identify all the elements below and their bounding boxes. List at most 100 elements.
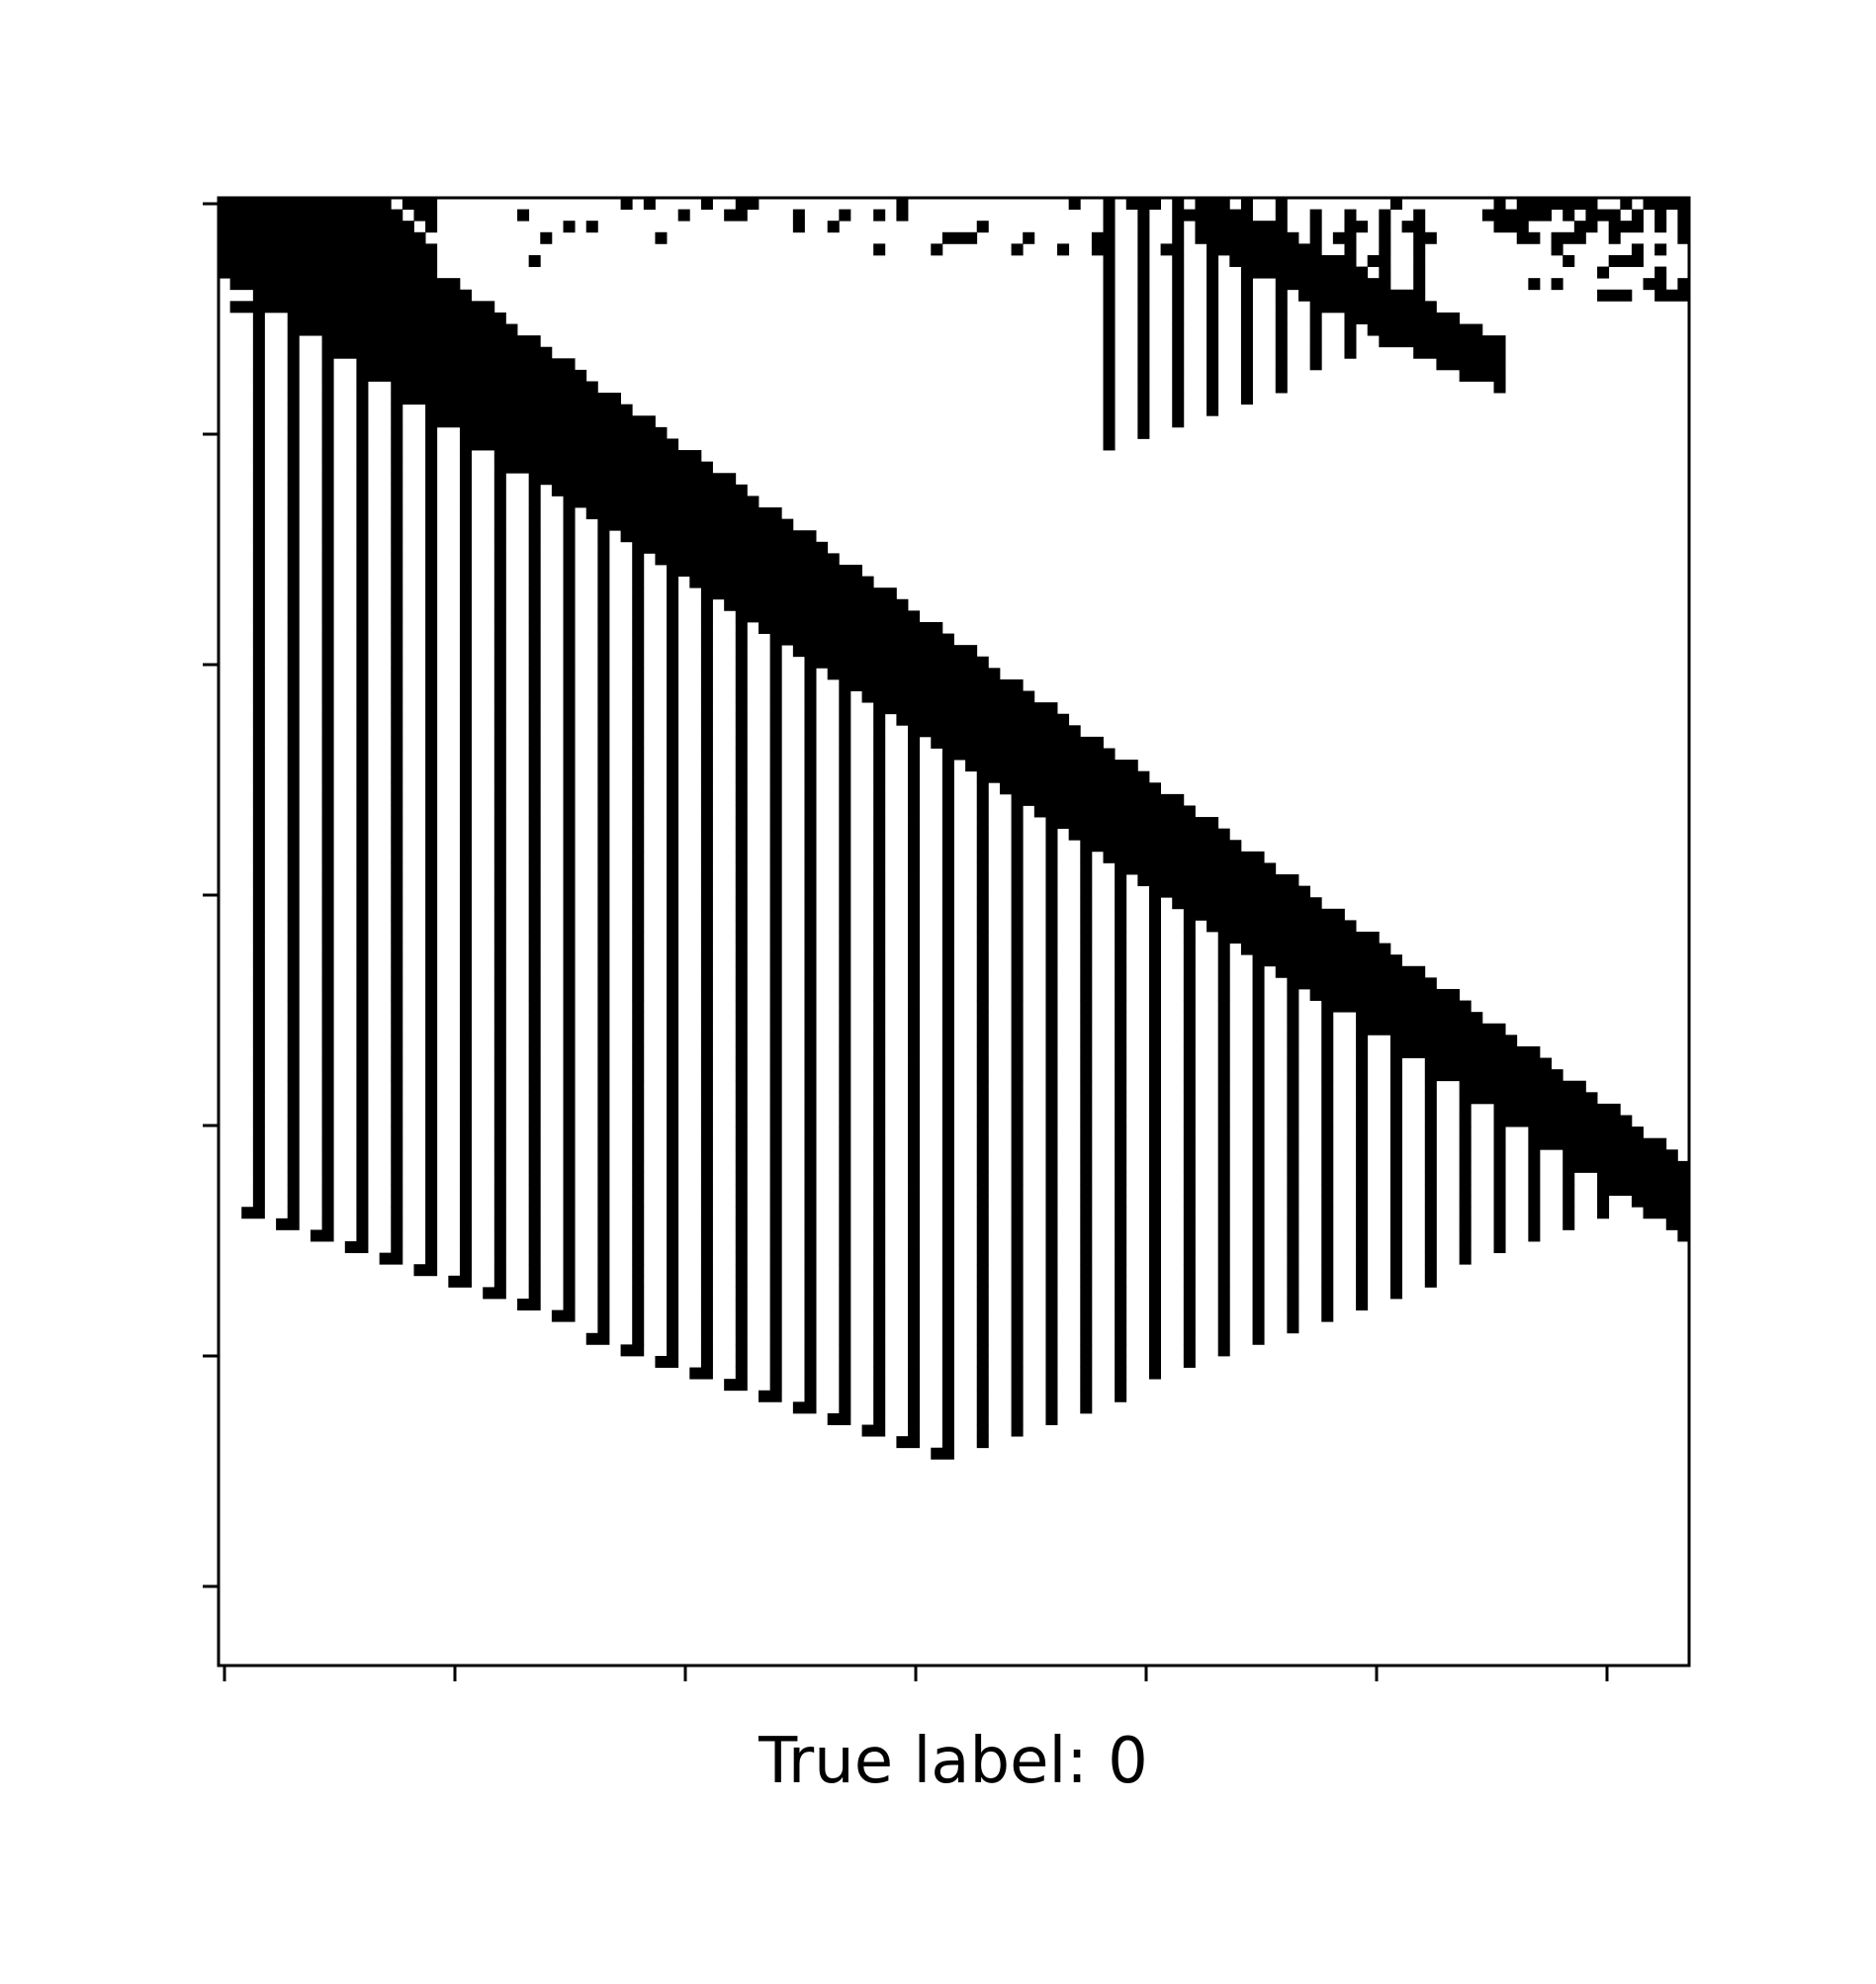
heatmap-cell-run [700,736,713,749]
heatmap-cell-run [908,965,921,978]
heatmap-cell-run [873,954,886,967]
heatmap-cell-run [1389,1160,1402,1173]
heatmap-cell-run [735,1103,748,1116]
heatmap-cell-run [769,725,782,738]
heatmap-cell-run [1252,1103,1265,1116]
heatmap-cell-run [804,1012,817,1025]
heatmap-cell-run [425,530,438,543]
heatmap-cell-run [769,645,782,658]
heatmap-cell-run [908,851,921,863]
heatmap-cell-run [252,530,265,543]
heatmap-cell-run [839,1080,851,1093]
heatmap-cell-run [321,1035,334,1047]
heatmap-cell-run [873,1275,886,1288]
heatmap-cell-run [1275,381,1288,394]
heatmap-cell-run [632,621,645,634]
heatmap-cell-run [252,541,265,554]
heatmap-cell-run [976,1069,989,1082]
heatmap-cell-run [769,1287,782,1300]
heatmap-cell-run [563,1241,576,1254]
heatmap-cell-run [321,713,334,726]
heatmap-cell-run [1148,1287,1162,1300]
heatmap-cell-run [1115,920,1127,933]
heatmap-cell-run [735,725,748,738]
heatmap-cell-run [1287,977,1437,990]
heatmap-cell-run [391,633,403,646]
heatmap-cell-run [632,1045,645,1058]
heatmap-cell-run [528,1275,541,1288]
heatmap-cell-run [356,920,369,933]
heatmap-cell-run [287,346,300,359]
heatmap-cell-run [769,1160,782,1173]
heatmap-cell-run [1321,1149,1334,1162]
heatmap-cell-run [976,1217,989,1230]
heatmap-cell-run [252,415,265,428]
heatmap-cell-run [1654,289,1690,302]
heatmap-cell-run [1011,885,1024,898]
heatmap-cell-run [459,1172,472,1185]
heatmap-cell-run [459,473,472,486]
heatmap-cell-run [908,862,921,875]
heatmap-cell-run [1160,243,1185,256]
heatmap-cell-run [1332,231,1357,244]
heatmap-cell-run [941,1287,954,1300]
heatmap-cell-run [1011,805,1024,818]
heatmap-cell-run [391,473,403,486]
heatmap-cell-run [597,965,610,978]
heatmap-cell-run [459,576,472,588]
heatmap-cell-run [563,702,576,715]
heatmap-cell-run [597,1115,610,1127]
heatmap-cell-run [1459,1217,1472,1230]
heatmap-cell-run [1356,1092,1369,1105]
heatmap-cell-run [1080,1207,1093,1219]
heatmap-cell-run [493,885,506,898]
heatmap-cell-run [563,656,576,669]
heatmap-cell-run [425,736,438,749]
heatmap-cell-run [1356,1207,1369,1219]
heatmap-cell-run [287,760,300,772]
heatmap-cell-run [976,1287,989,1300]
heatmap-cell-run [287,1127,300,1139]
heatmap-cell-run [1080,1367,1093,1380]
heatmap-cell-run [667,1207,679,1219]
heatmap-cell-run [459,1229,472,1242]
heatmap-cell-run [735,645,748,658]
heatmap-cell-run [321,885,334,898]
heatmap-cell-run [667,782,679,795]
heatmap-cell-run [252,598,265,611]
heatmap-cell-run [873,1137,886,1150]
heatmap-cell-run [1045,1207,1058,1219]
heatmap-cell-run [804,840,817,853]
heatmap-cell-run [1563,1160,1690,1173]
heatmap-cell-run [976,943,989,955]
heatmap-cell-run [965,760,1138,772]
heatmap-cell-run [667,1195,679,1208]
heatmap-cell-run [735,840,748,853]
heatmap-cell-run [252,793,265,806]
heatmap-cell-run [700,760,713,772]
heatmap-cell-run [597,748,610,761]
heatmap-cell-run [252,426,265,439]
heatmap-cell-run [585,507,782,520]
heatmap-cell-run [356,1023,369,1036]
heatmap-cell-run [976,1184,989,1197]
heatmap-cell-run [287,323,518,336]
heatmap-cell-run [287,312,506,324]
heatmap-cell-run [597,874,610,887]
heatmap-cell-run [804,1229,817,1242]
heatmap-cell-run [1011,243,1024,256]
heatmap-cell-run [1217,1069,1230,1082]
heatmap-cell-run [252,1045,265,1058]
heatmap-cell-run [425,1000,438,1013]
heatmap-cell-run [873,1207,886,1219]
heatmap-cell-run [528,1287,541,1300]
heatmap-cell-run [1045,1264,1058,1277]
heatmap-cell-run [839,1069,851,1082]
heatmap-cell-run [1287,1000,1299,1013]
heatmap-cell-run [391,1195,403,1208]
heatmap-cell-run [1356,1217,1369,1230]
heatmap-cell-run [873,1379,886,1392]
heatmap-cell-run [873,862,886,875]
heatmap-cell-run [735,1012,748,1025]
heatmap-cell-run [941,1172,954,1185]
